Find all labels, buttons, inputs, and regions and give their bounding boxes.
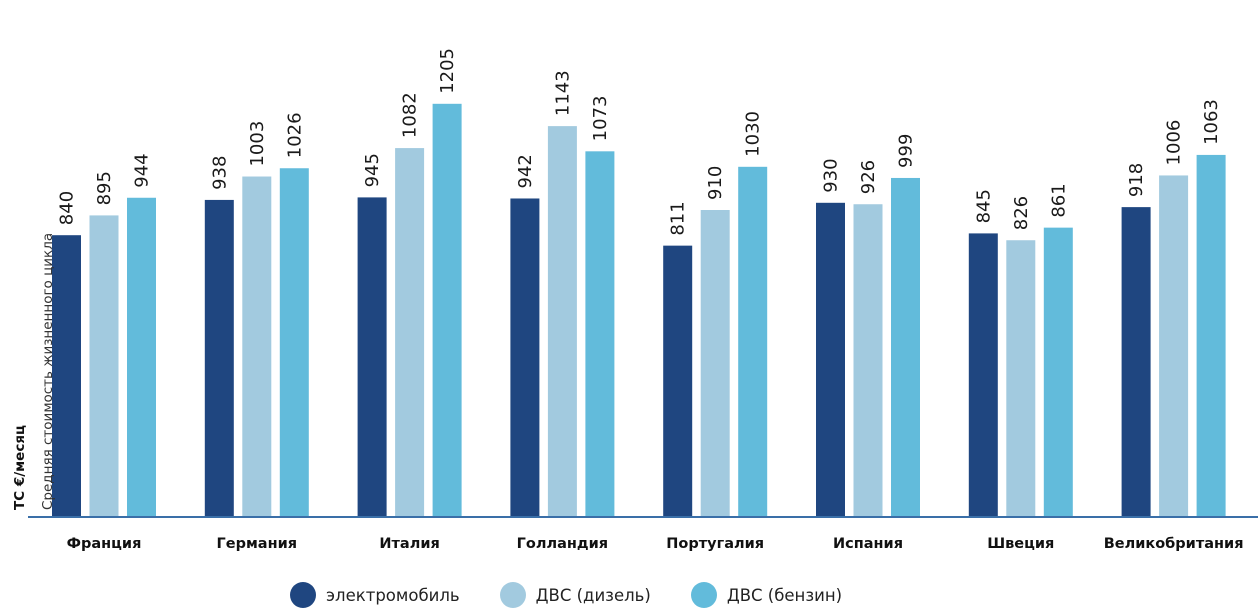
bar-petrol-2 [279, 168, 309, 517]
bar-petrol-1 [127, 197, 156, 516]
category-label-8: Великобритания [1104, 536, 1244, 552]
bar-diesel-3 [395, 148, 425, 516]
bar-petrol-7 [1043, 227, 1073, 516]
data-label-diesel-8: 1006 [1164, 120, 1185, 166]
category-label-2: Германия [217, 536, 298, 552]
data-label-ev-8: 918 [1126, 163, 1147, 197]
data-label-ev-1: 840 [57, 191, 78, 225]
legend-swatch-ev [290, 582, 316, 608]
y-axis-label-unit: ТС €/месяц [12, 424, 28, 510]
data-label-diesel-6: 926 [858, 160, 879, 194]
data-label-diesel-3: 1082 [400, 92, 421, 138]
bar-ev-1 [52, 235, 81, 516]
bar-diesel-5 [700, 210, 730, 516]
data-label-diesel-4: 1143 [552, 70, 573, 116]
data-label-petrol-8: 1063 [1201, 99, 1222, 145]
bar-petrol-3 [432, 103, 462, 517]
data-label-petrol-3: 1205 [437, 48, 458, 94]
category-label-6: Испания [833, 536, 903, 552]
category-label-3: Италия [379, 536, 439, 552]
bar-ev-8 [1121, 207, 1151, 516]
category-label-5: Португалия [666, 536, 764, 552]
data-label-petrol-7: 861 [1048, 183, 1069, 217]
bar-ev-2 [204, 199, 234, 517]
data-label-ev-4: 942 [515, 154, 536, 188]
data-label-diesel-1: 895 [94, 171, 115, 205]
data-label-ev-5: 811 [668, 201, 689, 235]
data-label-ev-3: 945 [362, 153, 383, 187]
data-label-petrol-6: 999 [896, 134, 917, 168]
legend-swatch-petrol [690, 582, 717, 608]
bar-petrol-8 [1196, 154, 1226, 517]
bar-petrol-6 [891, 177, 920, 516]
y-axis-label-title: Средняя стоимость жизненного цикла [40, 232, 56, 510]
data-label-ev-6: 930 [821, 158, 842, 192]
legend-item-diesel: ДВС (дизель) [499, 582, 651, 608]
legend-item-petrol: ДВС (бензин) [690, 582, 843, 608]
data-label-diesel-7: 826 [1011, 196, 1032, 230]
bar-ev-5 [663, 245, 693, 516]
category-label-7: Швеция [987, 536, 1054, 552]
bar-diesel-4 [547, 126, 577, 517]
bar-diesel-8 [1159, 175, 1189, 516]
y-axis-label: ТС €/месяц Средняя стоимость жизненного … [12, 0, 56, 510]
data-label-ev-2: 938 [209, 156, 230, 190]
legend-swatch-diesel [499, 582, 526, 608]
bar-petrol-4 [585, 151, 615, 516]
legend-label-petrol: ДВС (бензин) [726, 585, 843, 605]
data-label-petrol-2: 1026 [284, 112, 305, 158]
data-label-petrol-4: 1073 [590, 96, 611, 142]
bar-diesel-2 [242, 176, 272, 516]
bar-ev-6 [816, 202, 845, 517]
legend-label-diesel: ДВС (дизель) [535, 585, 651, 605]
bar-ev-3 [357, 197, 387, 516]
category-label-1: Франция [67, 536, 142, 552]
legend-item-ev: электромобиль [290, 582, 460, 608]
data-label-petrol-1: 944 [132, 153, 153, 187]
bar-diesel-1 [89, 215, 119, 516]
category-label-4: Голландия [517, 536, 608, 552]
data-label-petrol-5: 1030 [743, 111, 764, 157]
data-label-diesel-2: 1003 [247, 121, 268, 167]
bar-diesel-7 [1006, 240, 1036, 517]
legend-label-ev: электромобиль [326, 585, 460, 605]
data-label-ev-7: 845 [973, 189, 994, 223]
bar-ev-4 [510, 198, 540, 517]
data-label-diesel-5: 910 [705, 166, 726, 200]
legend: электромобиль ДВС (дизель) ДВС (бензин) [290, 582, 882, 608]
bar-ev-7 [968, 233, 998, 516]
bar-diesel-6 [853, 204, 883, 517]
bar-petrol-5 [738, 166, 768, 517]
